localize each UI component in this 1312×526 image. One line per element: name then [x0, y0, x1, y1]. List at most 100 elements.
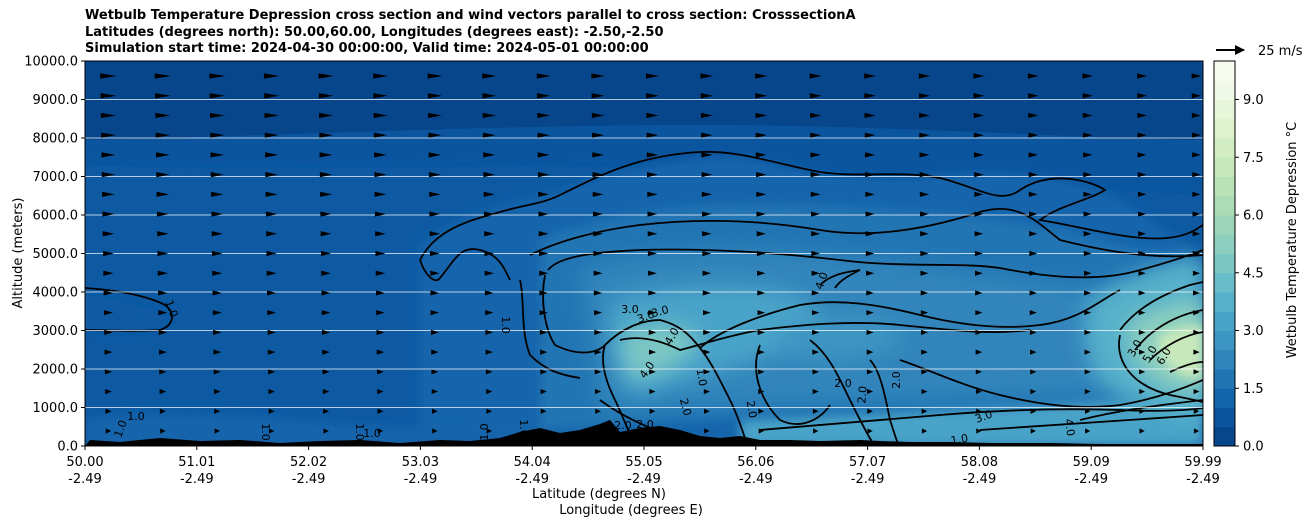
wind-vector	[864, 93, 876, 99]
wind-vector	[594, 369, 602, 375]
wind-vector	[321, 270, 331, 276]
wind-vector	[1193, 329, 1200, 335]
y-tick-label: 5000.0	[33, 247, 79, 262]
wind-vector	[377, 408, 384, 414]
wind-vector	[212, 270, 223, 276]
wind-vector	[1192, 191, 1201, 197]
wind-vector	[319, 132, 333, 138]
colorbar-segment	[1214, 388, 1235, 408]
wind-vector	[1082, 112, 1093, 119]
wind-vector	[920, 250, 929, 257]
wind-vector	[755, 112, 768, 119]
wind-vector	[974, 172, 984, 178]
colorbar-segment	[1214, 369, 1235, 389]
wind-vector	[704, 428, 710, 434]
contour-label: 4.0	[813, 270, 831, 291]
wind-vector	[649, 388, 656, 395]
wind-vector	[865, 231, 875, 237]
y-axis: 0.0 1000.0 2000.0 3000.0 4000.0 5000.0 6000.0 7…	[24, 55, 85, 455]
x-tick-label-lat: 59.99	[1184, 455, 1221, 470]
wind-vector	[703, 388, 710, 395]
wind-vector	[103, 290, 114, 296]
wind-vector	[1193, 290, 1200, 296]
colorbar-tick-label: 3.0	[1243, 324, 1264, 339]
wind-vector	[318, 93, 334, 99]
wind-vector	[158, 290, 168, 296]
wind-vector	[265, 191, 278, 197]
wind-vector	[647, 211, 658, 217]
contour-label: 3.0	[650, 303, 670, 320]
wind-vector	[755, 73, 768, 79]
x-axis-label-lat: Latitude (degrees N)	[532, 487, 666, 502]
wind-vector	[974, 250, 983, 257]
wind-vector	[319, 152, 333, 158]
wind-vector	[1082, 73, 1093, 79]
wind-vector	[595, 408, 601, 414]
wind-vector	[758, 408, 765, 414]
colorbar-segment	[1214, 61, 1235, 81]
wind-vector	[100, 112, 117, 119]
wind-vector	[538, 211, 549, 217]
wind-vector	[810, 172, 821, 178]
wind-vector	[867, 428, 873, 434]
wind-vector	[211, 191, 224, 197]
wind-vector	[268, 388, 275, 395]
wind-vector	[1192, 152, 1201, 158]
colorbar-tick-label: 4.5	[1243, 266, 1264, 281]
x-tick-label-lat: 50.00	[66, 455, 103, 470]
wind-vector	[592, 211, 604, 217]
contour-label: 4.0	[1062, 418, 1078, 437]
wind-vector	[921, 388, 928, 395]
wind-vector	[263, 73, 280, 79]
contour-label: 3.0	[621, 303, 639, 316]
wind-vector	[810, 152, 821, 158]
wind-vector	[211, 231, 223, 237]
wind-vector	[1082, 132, 1093, 138]
wind-vector	[975, 329, 983, 335]
wind-vector	[1139, 428, 1145, 434]
wind-vector	[1138, 310, 1146, 316]
x-tick-label-lat: 51.01	[178, 455, 215, 470]
wind-vector	[810, 132, 822, 138]
wind-vector	[429, 211, 441, 217]
wind-vector	[1137, 112, 1147, 119]
wind-vector	[700, 93, 714, 99]
wind-vector	[756, 211, 767, 217]
wind-vector	[702, 250, 712, 257]
wind-vector	[268, 408, 275, 414]
contour-label: 1.0	[694, 368, 710, 387]
wind-vector	[919, 191, 930, 197]
colorbar-tick-label: 7.5	[1243, 151, 1264, 166]
wind-vector	[646, 132, 659, 138]
wind-vector	[1084, 329, 1092, 335]
wind-vector	[101, 132, 116, 138]
wind-vector	[1085, 428, 1091, 434]
wind-vector	[320, 191, 333, 197]
wind-vector	[592, 191, 604, 197]
wind-vector	[322, 329, 331, 335]
wind-vector	[266, 231, 278, 237]
wind-vector	[265, 172, 279, 178]
wind-vector	[537, 172, 550, 178]
wind-vector	[866, 369, 874, 375]
wind-vector	[268, 428, 275, 434]
wind-vector	[376, 310, 385, 316]
wind-vector	[755, 152, 767, 158]
contour-label: 1.0	[478, 423, 491, 441]
wind-vector	[864, 73, 876, 79]
wind-vector	[1028, 93, 1039, 99]
colorbar-tick-label: 9.0	[1243, 93, 1264, 108]
wind-vector	[593, 231, 604, 237]
wind-vector	[700, 73, 714, 79]
wind-vector	[812, 349, 820, 355]
wind-vector	[264, 132, 279, 138]
wind-vector	[214, 428, 221, 434]
wind-vector	[974, 211, 984, 217]
wind-vector	[1029, 290, 1037, 296]
wind-vector	[322, 349, 330, 355]
wind-vector	[376, 329, 385, 335]
wind-vector	[539, 310, 548, 316]
wind-vector	[264, 93, 280, 99]
colorbar-segment	[1214, 272, 1235, 293]
x-tick-label-lat: 52.02	[290, 455, 327, 470]
